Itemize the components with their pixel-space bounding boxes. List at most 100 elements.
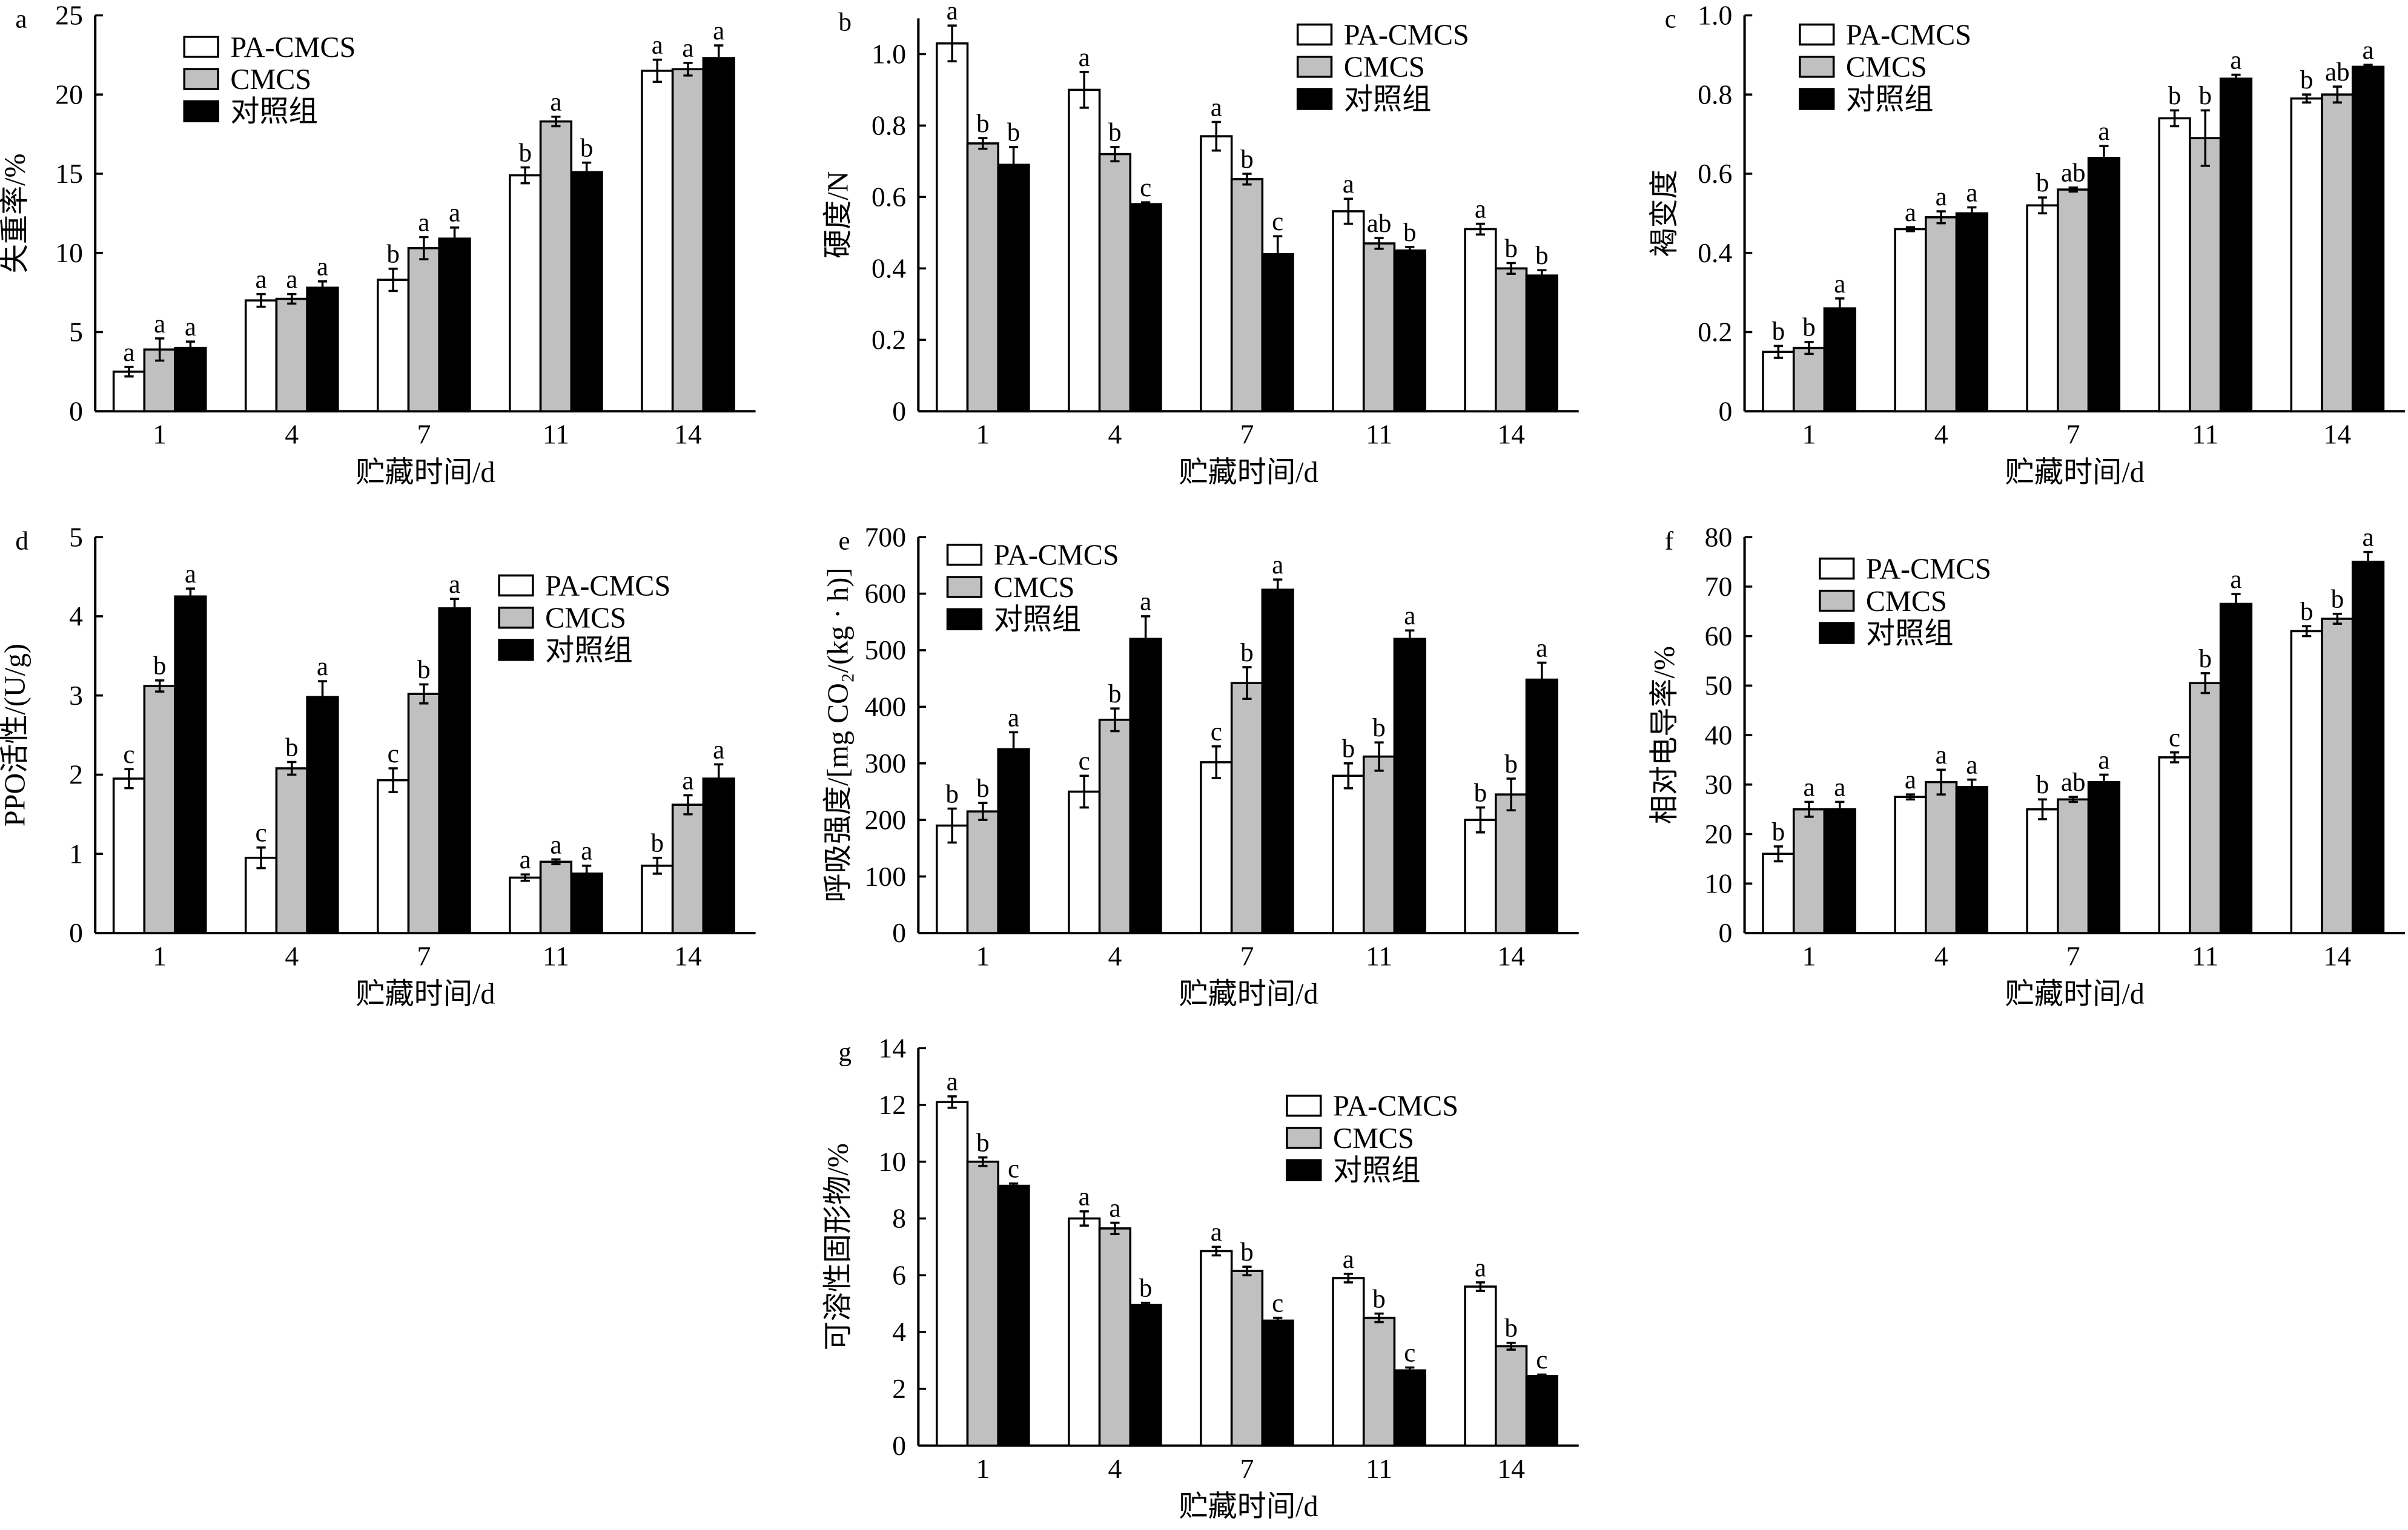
x-tick-label: 14 — [674, 940, 702, 971]
bar — [438, 607, 471, 934]
bar — [1495, 267, 1528, 413]
bar — [997, 748, 1030, 934]
y-tick-label: 0 — [1718, 395, 1732, 426]
significance-letter: c — [388, 740, 399, 768]
significance-letter: b — [1108, 680, 1122, 708]
legend-label: CMCS — [994, 572, 1075, 604]
bar — [1261, 589, 1294, 934]
legend-label: PA-CMCS — [994, 539, 1119, 572]
significance-letter: a — [185, 560, 196, 589]
panel-label: a — [15, 5, 27, 34]
bar — [1393, 638, 1426, 934]
bar — [1332, 1277, 1365, 1447]
legend-swatch — [1819, 590, 1855, 612]
bar — [2351, 561, 2385, 934]
y-tick-label: 600 — [865, 578, 906, 609]
significance-letter: c — [1008, 1155, 1019, 1184]
significance-letter: c — [1211, 718, 1222, 747]
bar — [1362, 755, 1396, 934]
legend-label: 对照组 — [1333, 1155, 1421, 1187]
x-axis-label: 贮藏时间/d — [356, 457, 495, 489]
significance-letter: a — [652, 31, 663, 59]
significance-letter: a — [1109, 1194, 1120, 1222]
significance-letter: b — [580, 134, 594, 162]
legend-swatch — [1286, 1094, 1322, 1117]
significance-letter: a — [1343, 170, 1354, 199]
y-tick-label: 6 — [892, 1259, 906, 1290]
significance-letter: b — [285, 733, 299, 762]
significance-letter: b — [1474, 779, 1487, 808]
bar — [2158, 756, 2191, 934]
bar — [1894, 228, 1927, 413]
significance-letter: a — [1079, 1183, 1090, 1212]
y-tick-label: 1.0 — [1698, 0, 1732, 31]
y-tick-label: 0.6 — [1698, 158, 1732, 189]
bar — [671, 803, 705, 934]
significance-letter: b — [1139, 1274, 1153, 1303]
y-tick-label: 5 — [69, 521, 83, 552]
y-tick-label: 0.2 — [872, 325, 906, 355]
x-axis-label: 贮藏时间/d — [356, 978, 495, 1011]
bar — [1762, 852, 1795, 934]
x-tick-label: 11 — [2192, 419, 2218, 450]
bar — [1464, 228, 1497, 413]
legend-label: 对照组 — [1866, 618, 1954, 650]
bar — [1068, 790, 1101, 934]
y-axis-label: 可溶性固形物/% — [822, 1143, 855, 1350]
significance-letter: b — [417, 656, 431, 684]
significance-letter: a — [1834, 270, 1845, 298]
significance-letter: a — [123, 338, 134, 367]
bar — [1230, 1270, 1264, 1447]
legend-label: CMCS — [230, 64, 311, 96]
significance-letter: b — [2199, 82, 2212, 110]
significance-letter: b — [976, 110, 990, 138]
significance-letter: b — [2036, 771, 2049, 799]
legend-swatch — [1819, 622, 1855, 644]
y-tick-label: 20 — [55, 79, 83, 110]
bar — [112, 371, 146, 413]
bar — [2290, 630, 2323, 934]
bar — [539, 120, 573, 413]
significance-letter: a — [682, 35, 693, 63]
significance-letter: c — [123, 740, 134, 769]
bar — [143, 685, 176, 934]
significance-letter: a — [418, 208, 429, 237]
y-tick-label: 12 — [878, 1089, 906, 1120]
bar — [1261, 1319, 1294, 1447]
legend-label: PA-CMCS — [1344, 19, 1469, 51]
x-tick-label: 14 — [674, 419, 702, 450]
x-tick-label: 4 — [285, 419, 299, 450]
x-tick-label: 7 — [1240, 1453, 1254, 1484]
legend-label: 对照组 — [994, 604, 1082, 636]
bar — [2219, 77, 2253, 413]
bar — [2057, 798, 2090, 934]
legend-label: CMCS — [545, 602, 626, 635]
bar — [570, 872, 603, 934]
significance-letter: b — [1240, 145, 1254, 174]
significance-letter: b — [976, 1129, 990, 1158]
significance-letter: a — [2098, 746, 2109, 774]
y-tick-label: 10 — [878, 1146, 906, 1177]
chart-panel-e: e 0 100 200 300 400 500 600 700 呼吸强度/[mg CO₂/(kg … — [822, 521, 1579, 1011]
y-tick-label: 2 — [892, 1373, 906, 1404]
significance-letter: a — [1404, 602, 1415, 630]
x-axis-label: 贮藏时间/d — [1179, 978, 1318, 1011]
significance-letter: a — [1834, 773, 1845, 802]
y-tick-label: 200 — [865, 804, 906, 835]
bar — [1792, 808, 1826, 934]
x-tick-label: 11 — [2192, 940, 2218, 971]
y-tick-label: 14 — [878, 1032, 906, 1063]
y-tick-label: 10 — [1705, 868, 1733, 899]
bar — [2026, 204, 2059, 413]
x-tick-label: 4 — [1108, 1453, 1122, 1484]
x-tick-label: 7 — [2066, 419, 2080, 450]
significance-letter: ab — [2061, 768, 2086, 797]
significance-letter: a — [1936, 741, 1947, 770]
y-tick-label: 25 — [55, 0, 83, 31]
bar — [2026, 808, 2059, 934]
x-axis-label: 贮藏时间/d — [1179, 457, 1318, 489]
y-axis-label: 相对电导率/% — [1649, 646, 1681, 824]
x-tick-label: 7 — [417, 419, 431, 450]
